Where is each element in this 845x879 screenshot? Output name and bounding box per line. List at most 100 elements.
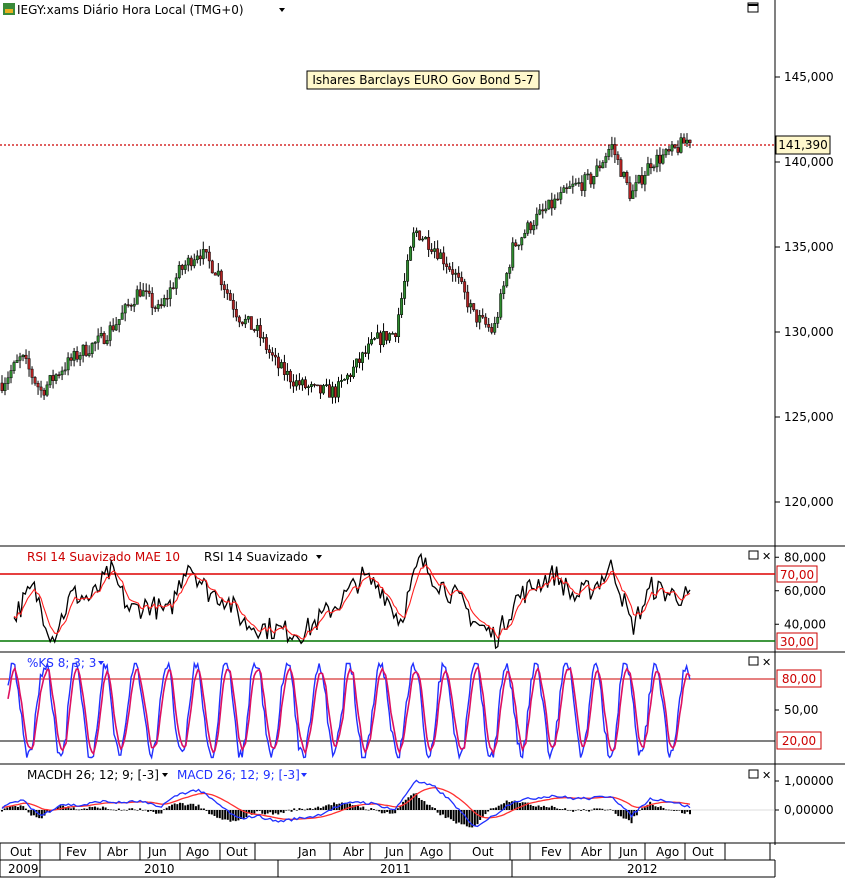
macd-histogram-bar <box>399 805 402 810</box>
macd-histogram-dropdown-icon[interactable] <box>162 773 168 777</box>
price-candle <box>412 227 416 251</box>
price-candle <box>54 373 58 385</box>
price-candle <box>126 298 130 308</box>
price-candle <box>33 376 37 386</box>
price-candle <box>562 185 566 193</box>
sto-tick-50: 50,00 <box>784 703 818 717</box>
last-price-label: 141,390 <box>778 138 828 152</box>
macd-histogram-bar <box>115 810 118 811</box>
macd-histogram-bar <box>88 806 91 810</box>
macd-histogram-bar <box>202 808 205 810</box>
macd-histogram-bar <box>306 808 309 810</box>
price-candle <box>610 136 614 158</box>
price-candle <box>63 362 67 375</box>
price-candle <box>541 203 545 219</box>
price-candle <box>673 143 677 149</box>
price-candle <box>66 352 70 376</box>
rsi-panel: RSI 14 Suavizado MAE 10 RSI 14 Suavizado… <box>0 550 826 650</box>
rsi-tick-label: 40,000 <box>784 617 826 631</box>
macd-histogram-bar <box>611 810 614 811</box>
macd-histogram-bar <box>511 801 514 810</box>
macd-histogram-bar <box>532 805 535 810</box>
macd-histogram-bar <box>364 809 367 811</box>
price-candle <box>129 303 133 311</box>
price-candle <box>625 170 629 186</box>
price-candle <box>36 380 40 395</box>
macd-histogram-bar <box>3 808 6 810</box>
macd-histogram-bar <box>232 810 235 821</box>
macd-histogram-bar <box>189 803 192 810</box>
price-candle <box>213 272 217 276</box>
macd-histogram-bar <box>333 802 336 810</box>
macd-histogram-bar <box>649 801 652 810</box>
macd-histogram-bar <box>133 809 136 811</box>
price-candle <box>517 244 521 250</box>
macd-histogram-bar <box>617 810 620 817</box>
price-candle <box>394 332 398 343</box>
maximize-price-panel-button[interactable] <box>747 2 759 13</box>
price-candle <box>306 384 310 396</box>
macd-histogram-bar <box>447 810 450 818</box>
macd-histogram-bar <box>192 803 195 810</box>
macd-histogram-bar <box>603 809 606 811</box>
instrument-dropdown-icon[interactable] <box>279 8 285 12</box>
price-candle <box>60 366 64 381</box>
macd-histogram-bar <box>386 810 389 813</box>
macd-histogram-bar <box>149 810 152 812</box>
price-candle <box>400 292 404 318</box>
price-candle <box>649 158 653 175</box>
last-price-badge: 141,390 <box>775 135 831 155</box>
close-macd-icon[interactable]: ✕ <box>762 769 771 782</box>
stochastic-dropdown-icon[interactable] <box>98 661 104 665</box>
macd-histogram-bar <box>322 806 325 810</box>
price-candle <box>144 283 148 300</box>
macd-histogram-bar <box>226 810 229 820</box>
price-candle <box>514 239 518 247</box>
macd-histogram-bar <box>171 804 174 810</box>
macd-histogram-bar <box>372 809 375 810</box>
maximize-rsi-button[interactable] <box>748 550 759 560</box>
macd-histogram-bar <box>673 810 676 811</box>
price-candle <box>589 171 593 188</box>
price-candle <box>448 262 452 273</box>
macd-histogram-bar <box>173 803 176 810</box>
macd-histogram-bar <box>186 804 189 810</box>
price-tick-label: 140,000 <box>784 155 834 169</box>
macd-histogram-bar <box>362 806 365 810</box>
macd-histogram-bar <box>271 810 274 815</box>
price-candle <box>574 178 578 186</box>
macd-histogram-bar <box>627 810 630 821</box>
maximize-stochastic-button[interactable] <box>748 656 759 666</box>
macd-histogram-bar <box>261 810 264 814</box>
macd-histogram-bar <box>463 810 466 825</box>
price-candle <box>445 256 449 274</box>
macd-histogram-bar <box>70 808 73 810</box>
macd-histogram-bar <box>394 810 397 814</box>
price-candle <box>523 229 527 239</box>
price-candle <box>472 303 476 312</box>
macd-histogram-bar <box>1 810 3 812</box>
macd-histogram-bar <box>343 803 346 810</box>
macd-histogram-bar <box>460 810 463 825</box>
price-candle <box>234 301 238 322</box>
month-label: Jun <box>147 845 167 859</box>
macd-dropdown-icon[interactable] <box>301 773 307 777</box>
price-candle <box>391 331 395 335</box>
price-candle <box>511 237 515 271</box>
macd-histogram-bar <box>59 805 62 810</box>
close-stochastic-icon[interactable]: ✕ <box>762 656 771 669</box>
price-candle <box>436 240 440 261</box>
rsi-band-70-badge: 70,00 <box>776 565 818 583</box>
macd-histogram-bar <box>540 806 543 810</box>
price-candle <box>667 145 671 156</box>
close-rsi-icon[interactable]: ✕ <box>762 550 771 563</box>
macd-histogram-bar <box>524 802 527 810</box>
price-candle <box>96 328 100 350</box>
macd-histogram-bar <box>139 808 142 810</box>
price-candle <box>382 323 386 348</box>
price-candle <box>228 289 232 301</box>
rsi-dropdown-icon[interactable] <box>316 555 322 559</box>
macd-histogram-bar <box>8 806 11 810</box>
maximize-macd-button[interactable] <box>748 769 759 779</box>
macd-histogram-bar <box>598 808 601 810</box>
